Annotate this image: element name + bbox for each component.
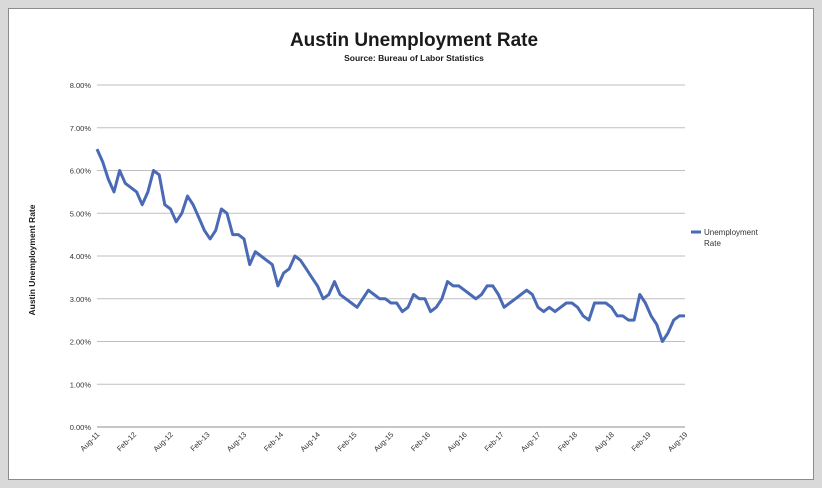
x-tick-label: Feb-12 [115, 430, 138, 453]
legend-label: Unemployment Rate [704, 228, 759, 248]
chart-subtitle: Source: Bureau of Labor Statistics [344, 53, 484, 63]
x-tick-label: Feb-15 [335, 430, 358, 453]
y-tick-label: 2.00% [70, 338, 92, 347]
x-tick-label: Feb-14 [262, 430, 285, 453]
x-tick-label: Feb-16 [409, 430, 432, 453]
x-tick-label: Feb-19 [629, 430, 652, 453]
y-tick-label: 4.00% [70, 252, 92, 261]
y-tick-label: 7.00% [70, 124, 92, 133]
x-tick-label: Feb-13 [188, 430, 211, 453]
y-tick-label: 6.00% [70, 167, 92, 176]
y-tick-label: 1.00% [70, 380, 92, 389]
x-tick-label: Aug-19 [666, 430, 689, 453]
x-tick-label: Feb-17 [482, 430, 505, 453]
series-lines [95, 148, 685, 343]
x-tick-label: Aug-16 [445, 430, 468, 453]
x-tick-label: Aug-12 [151, 430, 174, 453]
chart-svg: Austin Unemployment Rate Source: Bureau … [27, 30, 759, 454]
x-tick-label: Aug-11 [78, 430, 101, 453]
x-tick-label: Feb-18 [556, 430, 579, 453]
y-tick-label: 3.00% [70, 295, 92, 304]
grid-lines [97, 84, 685, 428]
chart-title: Austin Unemployment Rate [290, 30, 538, 51]
series-line-unemployment-rate [95, 148, 685, 343]
y-tick-label: 5.00% [70, 209, 92, 218]
y-tick-labels: 0.00% 1.00% 2.00% 3.00% 4.00% 5.00% 6.00% 7.00%… [70, 81, 92, 432]
y-axis-label: Austin Unemployment Rate [27, 204, 37, 315]
y-tick-label: 8.00% [70, 81, 92, 90]
x-tick-label: Aug-15 [372, 430, 395, 453]
x-tick-label: Aug-18 [592, 430, 615, 453]
legend: Unemployment Rate [691, 228, 759, 248]
chart-frame: Austin Unemployment Rate Source: Bureau … [8, 8, 814, 480]
x-tick-label: Aug-17 [519, 430, 542, 453]
y-tick-label: 0.00% [70, 423, 92, 432]
x-tick-label: Aug-13 [225, 430, 248, 453]
x-tick-labels: Aug-11 Feb-12 Aug-12 Feb-13 Aug-13 Feb-14 Aug-… [78, 430, 689, 453]
x-tick-label: Aug-14 [298, 430, 321, 453]
